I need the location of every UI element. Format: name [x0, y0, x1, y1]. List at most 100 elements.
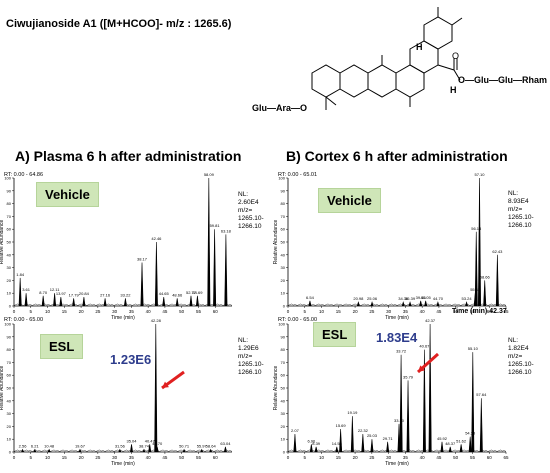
peak [148, 444, 152, 453]
peak [479, 398, 483, 453]
y-tick-label: 30 [7, 265, 12, 270]
y-tick-label: 10 [281, 437, 286, 442]
y-tick-label: 60 [7, 227, 12, 232]
a-vehicle-label: Vehicle [36, 182, 99, 207]
peak [308, 300, 312, 307]
peak [406, 380, 410, 453]
x-tick-label: 15 [336, 455, 342, 460]
peak-label: 20.98 [353, 296, 364, 301]
peak [422, 349, 426, 453]
x-tick-label: 35 [129, 455, 135, 460]
y-tick-label: 100 [4, 176, 11, 181]
peak [59, 297, 63, 307]
peak-label: 58.09 [204, 172, 215, 177]
x-tick-label: 5 [30, 455, 33, 460]
peak-label: 41.05 [421, 295, 432, 300]
x-tick-label: 45 [436, 309, 442, 314]
y-tick-label: 70 [7, 214, 12, 219]
peak-label: 25.03 [367, 433, 378, 438]
peak-label: 6.96 [307, 438, 316, 443]
baseline [287, 303, 507, 306]
y-tick-label: 0 [283, 304, 286, 309]
peak [335, 446, 339, 453]
y-tick-label: 50 [281, 240, 286, 245]
b-esl-rt: RT: 0.00 - 65.00 [278, 317, 318, 323]
peak [468, 436, 472, 453]
peak [223, 446, 227, 453]
peak-label: 38.74 [139, 443, 150, 448]
peak-label: 8.70 [39, 290, 48, 295]
y-tick-label: 50 [281, 386, 286, 391]
y-tick-label: 90 [281, 188, 286, 193]
x-tick-label: 10 [45, 309, 51, 314]
y-tick-label: 90 [281, 334, 286, 339]
y-tick-label: 40 [7, 398, 12, 403]
y-tick-label: 80 [7, 201, 12, 206]
peak [350, 416, 354, 453]
x-tick-label: 10 [319, 309, 325, 314]
y-tick-label: 70 [281, 360, 286, 365]
y-tick-label: 10 [7, 291, 12, 296]
a-esl-nl: NL: 1.29E6 m/z= 1265.10- 1266.10 [238, 337, 264, 376]
peak-label: 63.04 [220, 441, 231, 446]
y-tick-label: 30 [7, 411, 12, 416]
y-tick-label: 0 [9, 450, 12, 455]
peak-label: 25.06 [367, 296, 378, 301]
a-vehicle-rt: RT: 0.00 - 64.86 [4, 172, 44, 178]
peak-label: 42.46 [151, 236, 162, 241]
x-tick-label: 55 [196, 309, 202, 314]
baseline [13, 449, 233, 452]
y-tick-label: 10 [281, 291, 286, 296]
arrows [161, 352, 440, 390]
peak [401, 301, 405, 307]
x-tick-label: 20 [353, 309, 359, 314]
peak [24, 293, 28, 307]
peak [428, 323, 432, 453]
peak-label: 48.66 [172, 292, 183, 297]
peak-label: 15.69 [336, 423, 347, 428]
y-tick-label: 90 [7, 188, 12, 193]
peak-label: 31.56 [115, 443, 126, 448]
x-tick-label: 0 [287, 309, 290, 314]
y-axis-label: Relative Abundance [0, 366, 5, 411]
x-tick-label: 25 [369, 455, 375, 460]
peak [154, 241, 158, 307]
peak-label: 57.64 [476, 392, 487, 397]
peak [103, 298, 107, 307]
b-vehicle-label: Vehicle [318, 188, 381, 213]
x-tick-label: 15 [336, 309, 342, 314]
peak [293, 434, 297, 453]
y-tick-label: 20 [281, 424, 286, 429]
peak [465, 301, 469, 307]
peak-label: 10.48 [44, 443, 55, 448]
peak-label: 20.84 [79, 291, 90, 296]
x-tick-label: 20 [353, 455, 359, 460]
peak-label: 54.69 [192, 290, 203, 295]
a-esl-arrow-head [162, 381, 169, 388]
x-axis-label: Time (min) [385, 315, 409, 321]
y-tick-label: 70 [7, 360, 12, 365]
x-tick-label: 40 [420, 455, 426, 460]
peak-label: 40.67 [419, 344, 430, 349]
y-tick-label: 50 [7, 240, 12, 245]
peak-label: 6.21 [31, 443, 40, 448]
peak-label: 39.56 [416, 295, 427, 300]
y-tick-label: 50 [7, 386, 12, 391]
peak [370, 439, 374, 453]
x-tick-label: 50 [179, 455, 185, 460]
x-tick-label: 25 [369, 309, 375, 314]
x-tick-label: 35 [403, 455, 409, 460]
a-esl-annotation: 1.23E6 [110, 352, 152, 367]
peak-label: 8.39 [312, 441, 321, 446]
x-tick-label: 40 [146, 309, 152, 314]
x-tick-label: 25 [95, 455, 101, 460]
peak [213, 229, 217, 307]
peak-label: 51.62 [456, 438, 467, 443]
x-tick-label: 65 [503, 455, 509, 460]
carbonyl-label: O [452, 51, 460, 61]
peak-label: 22.32 [358, 428, 369, 433]
peak [471, 352, 475, 453]
peak [154, 323, 158, 453]
peak-label: 50.71 [179, 443, 190, 448]
peak [440, 441, 444, 453]
